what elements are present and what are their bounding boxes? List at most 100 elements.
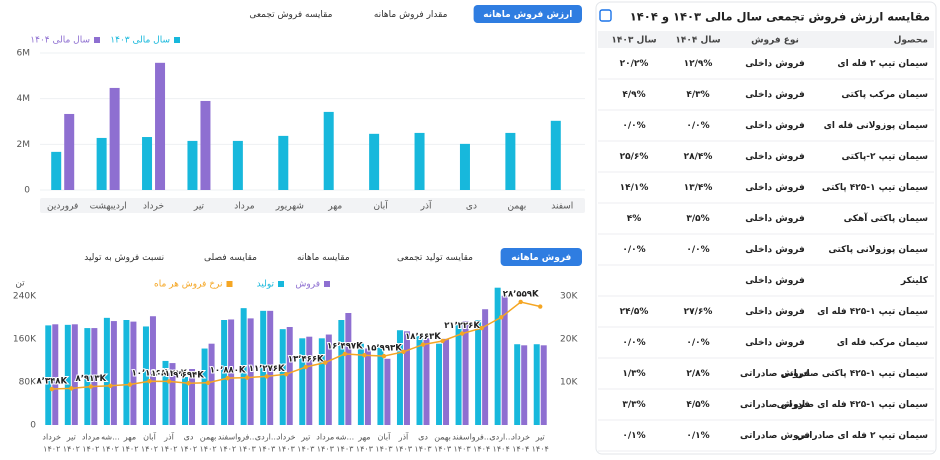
bar (96, 137, 107, 190)
bar (501, 295, 508, 425)
table-cell: ۳/۳% (622, 400, 645, 410)
data-label: ۱۰٬۱۶۶K (132, 369, 168, 379)
x-tick-label: آبان (143, 432, 157, 442)
x-tick-label: ۱۴۰۲ (82, 445, 99, 454)
bar (155, 62, 166, 191)
bar (103, 317, 110, 425)
rate-point (186, 381, 191, 386)
table-panel (595, 1, 937, 455)
x-tick-label: آذر (398, 432, 409, 442)
data-label: ۱۵٬۹۹۳K (366, 344, 402, 354)
bar (369, 133, 380, 190)
x-tick-label: اردی... (255, 433, 279, 442)
bar (221, 320, 228, 425)
bar (318, 338, 325, 425)
x-tick-label: اسفند (551, 202, 573, 212)
bar (550, 120, 561, 190)
tab-label[interactable]: نسبت فروش به تولید (84, 253, 164, 263)
product-name: سیمان پاکتی آهکی (844, 212, 928, 224)
x-tick-label: آبان (378, 432, 392, 442)
tab[interactable] (234, 5, 348, 23)
bar (416, 336, 423, 425)
table-cell: فروش داخلی (745, 121, 805, 131)
bar (299, 338, 306, 425)
tab[interactable] (353, 5, 468, 23)
tab-label[interactable]: مقایسه ماهانه (297, 253, 350, 263)
table-cell: فروش داخلی (745, 152, 805, 162)
x-tick-label: ۱۴۰۳ (395, 445, 413, 454)
tab-label[interactable]: ارزش فروش ماهانه (483, 10, 572, 20)
tab[interactable] (277, 248, 370, 266)
data-label: ۲۱٬۲۲۶K (444, 321, 480, 331)
column-header: محصول (894, 36, 928, 46)
legend-swatch (278, 281, 284, 287)
x-tick-label: شهریور (275, 202, 304, 212)
product-name: سیمان تیپ ۱-۴۲۵ فله ای (817, 307, 928, 317)
rate-point (440, 338, 445, 344)
y2-tick-label: 30K (560, 291, 578, 301)
table-icon[interactable] (599, 9, 612, 22)
x-tick-label: ۱۴۰۴ (493, 445, 510, 454)
tab-label[interactable]: مقدار فروش ماهانه (374, 10, 448, 20)
x-tick-label: تیر (66, 433, 76, 442)
column-header: سال ۱۴۰۳ (611, 36, 656, 46)
y-tick-label: 0 (30, 421, 36, 431)
legend-label: تولید (257, 280, 275, 290)
data-label: ۱۸٬۶۶۳K (405, 332, 441, 342)
rate-point (69, 386, 74, 391)
data-label: ۹٬۶۹۴K (173, 371, 204, 381)
tab[interactable] (64, 248, 184, 266)
legend-swatch (226, 281, 233, 287)
x-tick-label: ۱۴۰۳ (375, 445, 393, 454)
tab[interactable] (375, 248, 495, 266)
table-cell: ۳/۵% (686, 214, 709, 224)
legend-label: سال مالی ۱۴۰۳ (110, 36, 170, 46)
table-cell: ۲۸/۴% (684, 152, 713, 162)
bar (384, 358, 391, 425)
x-tick-label: ۱۴۰۴ (532, 445, 549, 454)
rate-line (51, 301, 541, 390)
y-tick-label: 160K (13, 334, 37, 344)
bar (123, 320, 130, 425)
bar (52, 324, 59, 425)
x-tick-label: ۱۴۰۳ (434, 445, 452, 454)
data-label: ۱۶٬۴۹۷K (327, 341, 363, 351)
table-cell: ۱۳/۴% (684, 183, 713, 193)
bar (267, 310, 274, 425)
product-name: کلینکر (900, 276, 929, 286)
table-cell: فروش داخلی (745, 245, 805, 255)
rate-point (205, 380, 211, 385)
bar (286, 327, 293, 425)
x-tick-label: ۱۴۰۳ (414, 445, 432, 454)
bar (279, 329, 286, 425)
table-cell: فروش داخلی (745, 214, 805, 224)
tab-label[interactable]: مقایسه فصلی (204, 253, 257, 263)
product-name: سیمان تیپ ۲ فله ای (837, 59, 928, 69)
table-cell: ۰/۰% (622, 338, 645, 348)
tab[interactable] (473, 5, 582, 23)
bar (109, 87, 120, 190)
rate-point (127, 382, 133, 387)
product-name: سیمان تیپ ۱-۴۲۵ پاکتی (822, 183, 928, 193)
bar (142, 137, 153, 190)
bar (533, 344, 540, 425)
tab[interactable] (500, 248, 582, 266)
table-cell: ۱۴/۱% (620, 183, 649, 193)
x-tick-label: مرداد (234, 202, 254, 212)
bar (64, 113, 75, 190)
table-cell: ۲۷/۶% (684, 307, 713, 317)
x-tick-label: خرداد (511, 433, 530, 442)
table-cell: ۰/۰% (686, 121, 709, 131)
tab-label[interactable]: مقایسه تولید تجمعی (397, 253, 473, 263)
rate-point (88, 384, 94, 389)
x-tick-label: ۱۴۰۳ (453, 445, 471, 454)
tab-label[interactable]: مقایسه فروش تجمعی (249, 10, 332, 20)
bar (182, 374, 189, 425)
bar (514, 344, 521, 425)
tab[interactable] (189, 248, 272, 266)
product-name: سیمان تیپ ۲ فله ای صادراتی (797, 431, 928, 441)
x-tick-label: ۱۴۰۲ (180, 445, 197, 454)
tab-label[interactable]: فروش ماهانه (511, 253, 571, 263)
legend-swatch (174, 37, 180, 43)
